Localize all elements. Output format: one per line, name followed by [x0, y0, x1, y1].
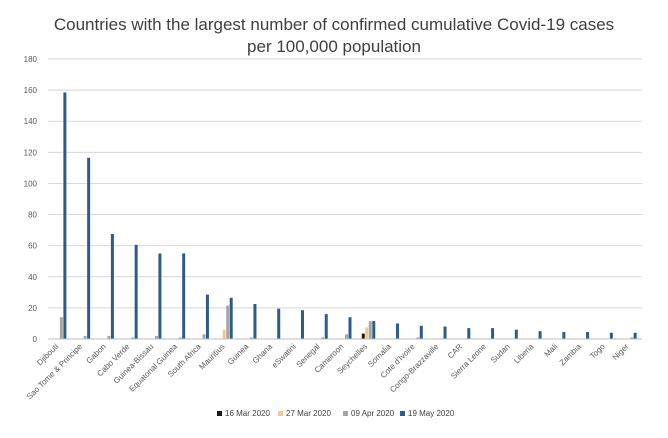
y-tick-label: 160 — [24, 86, 38, 95]
x-tick-label: Togo — [588, 342, 607, 361]
y-tick-label: 80 — [28, 211, 37, 220]
bar — [83, 335, 87, 339]
y-tick-label: 100 — [24, 179, 38, 188]
bar — [63, 92, 67, 339]
bar — [178, 337, 182, 339]
legend-label: 09 Apr 2020 — [351, 409, 395, 418]
bar — [345, 334, 348, 339]
bar — [182, 253, 186, 339]
bar — [491, 328, 495, 339]
x-tick-label: Zambia — [558, 342, 584, 368]
bar — [361, 333, 365, 339]
bar — [158, 253, 162, 339]
x-tick-label: eSwatini — [270, 342, 298, 370]
bar — [348, 317, 352, 339]
x-tick-label: Mauritius — [197, 342, 226, 371]
legend-label: 19 May 2020 — [408, 409, 455, 418]
chart-title-line-1: Countries with the largest number of con… — [53, 15, 615, 34]
bar — [538, 331, 542, 339]
y-tick-label: 60 — [28, 242, 37, 251]
bar — [202, 334, 206, 339]
y-tick-label: 0 — [33, 335, 38, 344]
x-tick-label: Sudan — [489, 342, 512, 365]
bar — [131, 337, 135, 339]
bar — [586, 332, 590, 339]
bar — [467, 328, 471, 339]
x-tick-label: CAR — [446, 342, 464, 360]
chart-title-line-2: per 100,000 population — [247, 37, 421, 56]
y-tick-label: 20 — [28, 304, 37, 313]
bar — [110, 234, 114, 339]
y-tick-label: 40 — [28, 273, 37, 282]
y-tick-label: 120 — [24, 148, 38, 157]
bar — [368, 321, 372, 339]
y-tick-label: 180 — [24, 55, 38, 64]
legend-swatch — [278, 411, 283, 416]
bar — [205, 294, 209, 339]
bar — [154, 335, 158, 339]
legend-swatch — [400, 411, 405, 416]
bar — [229, 297, 233, 339]
x-tick-label: Niger — [611, 342, 631, 362]
legend-swatch — [217, 411, 222, 416]
bar — [443, 326, 447, 339]
bar — [300, 310, 304, 339]
bar — [562, 332, 566, 339]
bar — [416, 337, 420, 339]
bar — [321, 337, 325, 339]
bar — [59, 317, 63, 339]
bar — [134, 244, 138, 339]
bar — [630, 337, 634, 339]
bar — [222, 329, 226, 339]
bar — [249, 337, 253, 339]
bar — [633, 332, 637, 339]
x-tick-label: Mali — [543, 342, 560, 359]
bar — [253, 304, 257, 339]
x-tick-label: Liberia — [512, 342, 536, 366]
bar — [514, 329, 518, 339]
bar — [396, 323, 400, 339]
bar — [277, 308, 281, 339]
bar — [365, 327, 369, 339]
x-tick-label: Guinea — [226, 342, 251, 367]
bar — [107, 335, 111, 339]
bar — [609, 332, 613, 339]
legend-label: 27 Mar 2020 — [286, 409, 331, 418]
y-tick-label: 140 — [24, 117, 38, 126]
legend-swatch — [343, 411, 348, 416]
legend-label: 16 Mar 2020 — [225, 409, 270, 418]
bar — [419, 325, 423, 339]
bar — [324, 314, 328, 339]
bar — [226, 305, 230, 339]
bar — [87, 157, 91, 339]
bar — [372, 321, 376, 339]
